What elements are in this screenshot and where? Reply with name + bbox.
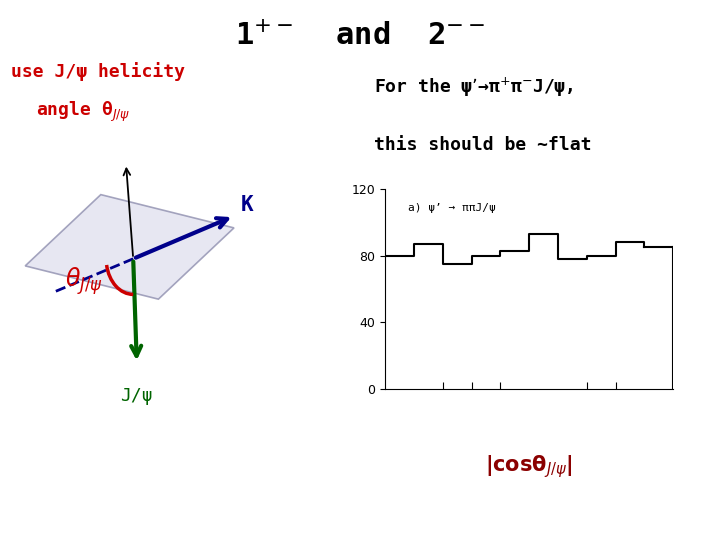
Text: |cosθ$_{J/ψ}$|: |cosθ$_{J/ψ}$| — [485, 454, 573, 481]
Polygon shape — [25, 194, 234, 299]
Text: use J/ψ helicity: use J/ψ helicity — [11, 62, 185, 80]
Text: $\theta_{J/\psi}$: $\theta_{J/\psi}$ — [65, 266, 103, 298]
Text: 1$^{+-}$  and  2$^{--}$: 1$^{+-}$ and 2$^{--}$ — [235, 22, 485, 51]
Text: a) ψ’ → ππJ/ψ: a) ψ’ → ππJ/ψ — [408, 203, 496, 213]
Text: angle θ$_{J/ψ}$: angle θ$_{J/ψ}$ — [36, 99, 130, 124]
Text: K: K — [241, 195, 254, 215]
Text: J/ψ: J/ψ — [120, 387, 153, 406]
Text: this should be ~flat: this should be ~flat — [374, 136, 592, 153]
Text: For the ψ’→π$^{+}$π$^{-}$J/ψ,: For the ψ’→π$^{+}$π$^{-}$J/ψ, — [374, 76, 574, 99]
